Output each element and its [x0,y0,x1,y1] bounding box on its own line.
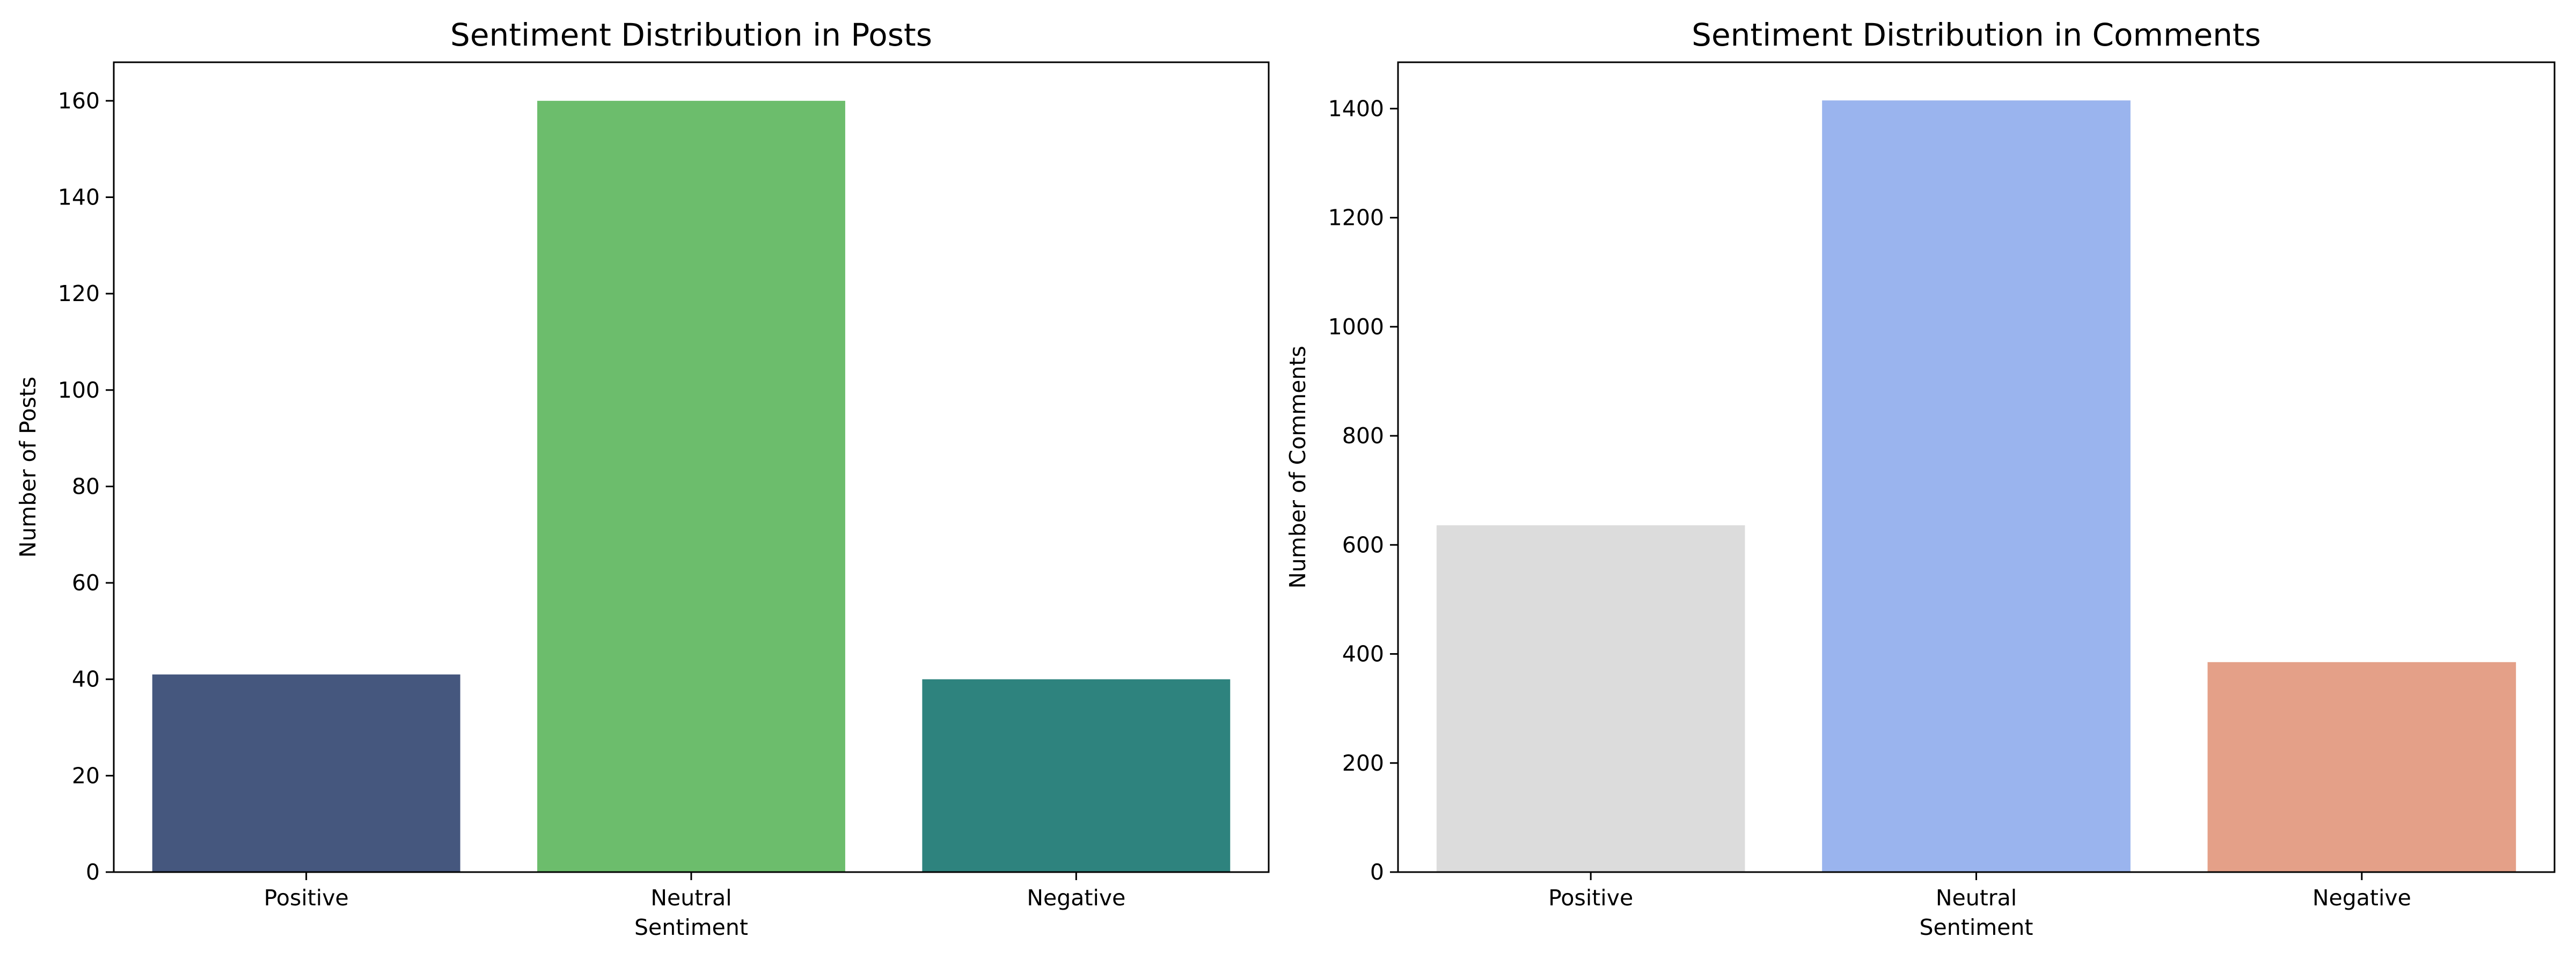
posts-x-tick-label-neutral: Neutral [650,885,731,911]
comments-y-tick-label: 1000 [1328,314,1384,340]
comments-chart: 0 200 400 600 800 1000 1200 1400 Positive Neutral… [1285,17,2556,940]
comments-x-axis-label: Sentiment [1920,914,2033,940]
posts-y-tick-label: 0 [86,859,100,885]
comments-y-tick-label: 200 [1342,750,1384,776]
posts-chart-title: Sentiment Distribution in Posts [450,17,932,53]
comments-x-tick-label-negative: Negative [2312,885,2411,911]
comments-y-tick-label: 0 [1370,859,1384,885]
comments-bar-neutral [1822,100,2131,872]
comments-y-axis-label: Number of Comments [1285,346,1311,589]
posts-y-axis-label: Number of Posts [15,377,41,558]
comments-x-tick-label-neutral: Neutral [1936,885,2017,911]
posts-y-tick-label: 140 [58,185,100,210]
comments-chart-title: Sentiment Distribution in Comments [1692,17,2261,53]
comments-y-tick-label: 800 [1342,423,1384,449]
posts-y-tick-label: 20 [72,763,100,788]
posts-y-tick-label: 120 [58,281,100,306]
comments-y-tick-label: 1400 [1328,96,1384,121]
posts-y-tick-label: 80 [72,473,100,499]
posts-x-tick-label-negative: Negative [1027,885,1125,911]
posts-y-tick-label: 160 [58,88,100,114]
posts-y-tick-label: 100 [58,377,100,403]
comments-bar-positive [1436,525,1745,872]
posts-bar-negative [922,679,1231,872]
posts-y-tick-label: 60 [72,570,100,596]
comments-bar-negative [2207,662,2516,872]
comments-y-tick-label: 600 [1342,532,1384,558]
posts-y-tick-label: 40 [72,667,100,692]
posts-x-tick-label-positive: Positive [264,885,349,911]
comments-y-tick-label: 1200 [1328,205,1384,231]
comments-y-tick-label: 400 [1342,641,1384,667]
posts-x-axis-label: Sentiment [634,914,748,940]
comments-x-tick-label-positive: Positive [1548,885,1633,911]
posts-chart: 0 20 40 60 80 100 120 140 160 Positive Neutral Nega… [15,17,1270,940]
posts-bar-positive [152,674,460,872]
posts-bar-neutral [537,100,845,872]
